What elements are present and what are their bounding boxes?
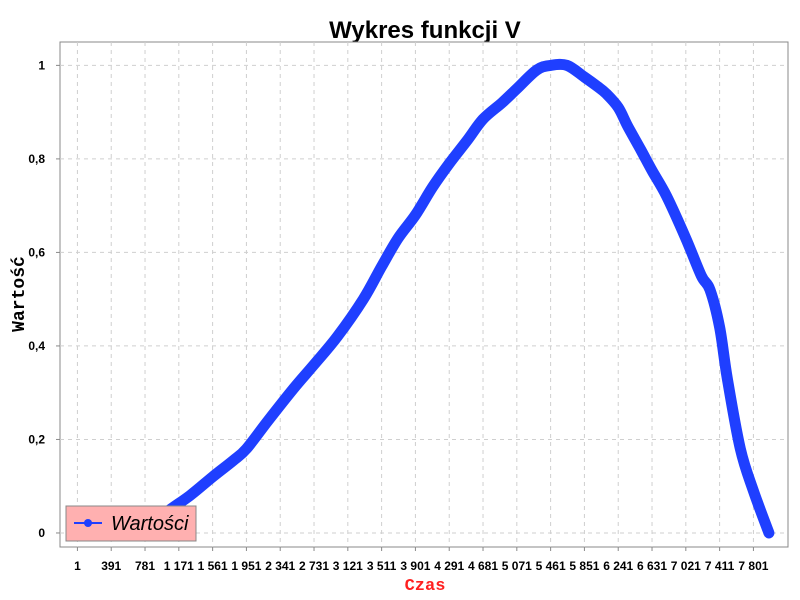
x-tick-label: 1 [74, 559, 81, 573]
series-line-wartosci [71, 58, 775, 540]
x-tick-label: 7 021 [671, 559, 701, 573]
y-tick-label: 0,4 [28, 339, 45, 353]
x-tick-label: 2 731 [299, 559, 329, 573]
x-tick-label: 1 951 [231, 559, 261, 573]
x-tick-label: 3 121 [333, 559, 363, 573]
x-tick-label: 1 171 [164, 559, 194, 573]
x-tick-label: 5 071 [502, 559, 532, 573]
series-layer [71, 58, 775, 540]
x-tick-label: 7 411 [705, 559, 735, 573]
x-tick-label: 6 241 [603, 559, 633, 573]
x-tick-label: 391 [101, 559, 121, 573]
y-tick-label: 0 [38, 526, 45, 540]
y-tick-label: 0,8 [28, 152, 45, 166]
plot-area [59, 41, 789, 548]
y-tick-label: 0,2 [28, 432, 45, 446]
x-axis-label: Czas [405, 577, 446, 596]
x-axis-ticks: 1 391 781 1 171 1 561 1 951 2 341 2 731 3 121 3 5… [74, 547, 769, 573]
x-tick-label: 6 631 [637, 559, 667, 573]
x-tick-label: 3 901 [400, 559, 430, 573]
grid [60, 42, 788, 547]
x-tick-label: 2 341 [265, 559, 295, 573]
x-tick-label: 5 851 [569, 559, 599, 573]
y-tick-label: 1 [38, 58, 45, 72]
x-tick-label: 4 291 [434, 559, 464, 573]
x-tick-label: 781 [135, 559, 155, 573]
legend-label: Wartości [111, 513, 189, 535]
y-axis-label: Wartość [10, 256, 30, 332]
y-tick-label: 0,6 [28, 245, 45, 259]
x-tick-label: 3 511 [367, 559, 397, 573]
x-tick-label: 5 461 [536, 559, 566, 573]
x-tick-label: 7 801 [738, 559, 768, 573]
x-tick-label: 1 561 [198, 559, 228, 573]
chart-title: Wykres funkcji V [329, 17, 521, 44]
legend: Wartości [65, 505, 197, 542]
x-tick-label: 4 681 [468, 559, 498, 573]
legend-marker-icon [84, 519, 92, 527]
y-axis-ticks: 0 0,2 0,4 0,6 0,8 1 [28, 58, 60, 540]
